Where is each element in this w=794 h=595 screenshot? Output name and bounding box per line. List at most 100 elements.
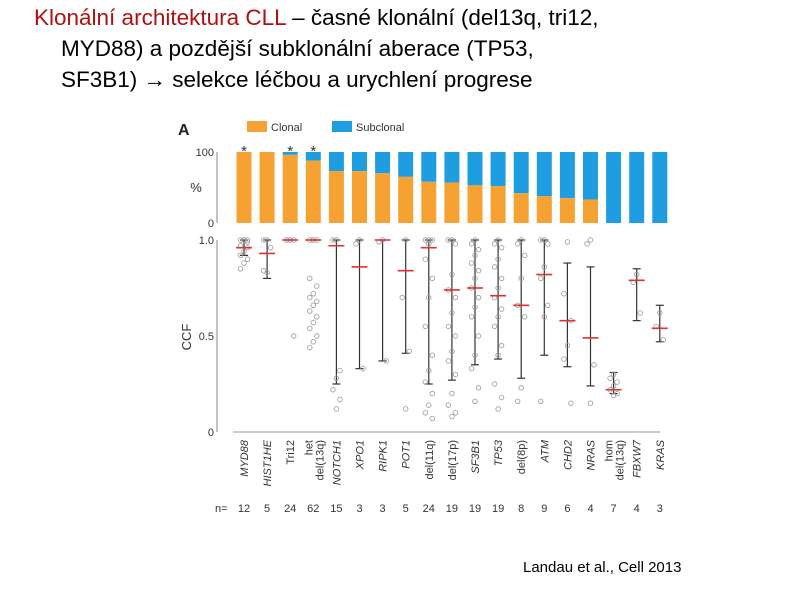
ccf-point — [498, 342, 505, 349]
ccf-point — [498, 394, 505, 401]
ccf-point — [538, 237, 544, 243]
ccf-point — [310, 302, 316, 308]
bar-clonal — [559, 198, 575, 223]
bar-subclonal — [606, 152, 622, 223]
n-count: 19 — [469, 503, 481, 515]
ccf-point — [495, 406, 501, 412]
ccf-point — [237, 237, 244, 243]
ccf-point — [498, 306, 505, 312]
ccf-point — [333, 375, 340, 381]
category-label-part: TP53 — [493, 439, 505, 466]
ccf-point — [241, 260, 247, 266]
ccf-point — [307, 325, 313, 332]
ccf-point — [449, 348, 455, 355]
bar-clonal — [236, 152, 252, 223]
ccf-y-tick: 1.0 — [199, 235, 214, 247]
ccf-point — [267, 244, 274, 251]
ccf-point — [561, 291, 567, 297]
category-label-part: MYD88 — [239, 439, 251, 477]
ccf-point — [452, 410, 459, 416]
ccf-point — [337, 367, 343, 374]
ccf-point — [472, 275, 478, 282]
ccf-point — [610, 383, 617, 389]
ccf-point — [449, 237, 455, 243]
bar-clonal — [259, 152, 275, 223]
ccf-point — [472, 352, 478, 358]
category-label-part: NRAS — [586, 439, 598, 470]
ccf-point — [564, 342, 571, 349]
significance-star: * — [241, 143, 247, 160]
ccf-point — [614, 379, 620, 385]
bar-subclonal — [328, 152, 344, 172]
n-count: 4 — [587, 503, 593, 515]
ccf-point — [495, 314, 501, 320]
ccf-point — [584, 241, 590, 247]
ccf-point — [591, 362, 597, 368]
ccf-point — [472, 304, 478, 310]
ccf-point — [330, 237, 336, 243]
ccf-y-tick: 0.5 — [199, 331, 214, 343]
ccf-point — [468, 365, 475, 372]
ccf-point — [541, 237, 547, 243]
n-count: 3 — [356, 503, 362, 515]
ccf-point — [607, 375, 613, 381]
n-count: 6 — [564, 503, 570, 515]
ccf-point — [307, 275, 313, 282]
category-label: POT1 — [401, 440, 413, 469]
category-label: del(11q) — [424, 440, 436, 480]
category-label: del(8p) — [516, 440, 528, 474]
n-count: 3 — [657, 503, 663, 515]
ccf-point — [518, 385, 524, 391]
category-label-part: NOTCH1 — [331, 440, 343, 485]
ccf-point — [495, 256, 501, 262]
title-highlight: Klonální architektura CLL — [34, 5, 286, 30]
arrow-icon: → — [143, 67, 167, 92]
bar-subclonal — [652, 152, 668, 223]
bar-subclonal — [629, 152, 645, 223]
ccf-point — [498, 275, 505, 282]
title-line-3: SF3B1) → selekce léčbou a urychlení prog… — [34, 64, 774, 95]
bar-subclonal — [559, 152, 575, 199]
ccf-point — [422, 410, 428, 416]
bar-subclonal — [398, 152, 414, 177]
ccf-point — [538, 398, 544, 404]
ccf-point — [610, 371, 617, 378]
category-label: ATM — [539, 439, 551, 463]
bar-clonal — [444, 182, 460, 223]
category-label-part: Tri12 — [285, 440, 297, 465]
n-count: 15 — [330, 503, 342, 515]
ccf-point — [515, 241, 521, 247]
ccf-point — [260, 268, 267, 274]
bar-clonal — [536, 196, 552, 223]
ccf-point — [568, 400, 574, 406]
ccf-point — [403, 406, 409, 412]
ccf-point — [475, 246, 482, 253]
ccf-point — [518, 275, 524, 282]
ccf-point — [310, 291, 316, 297]
ccf-point — [237, 252, 244, 259]
n-count: 19 — [446, 503, 458, 515]
bar-subclonal — [536, 152, 552, 197]
ccf-point — [634, 271, 640, 278]
ccf-point — [541, 264, 547, 270]
ccf-point — [449, 310, 455, 316]
ccf-point — [429, 352, 435, 358]
ccf-point — [403, 237, 409, 243]
ccf-point — [333, 237, 340, 243]
category-label: NRAS — [586, 439, 598, 470]
category-label-part: POT1 — [401, 440, 413, 469]
legend-label-clonal: Clonal — [271, 122, 302, 134]
category-label: SF3B1 — [470, 440, 482, 474]
bar-y-label: % — [190, 180, 202, 195]
ccf-point — [475, 268, 482, 274]
n-count: 7 — [611, 503, 617, 515]
ccf-point — [610, 392, 617, 399]
bar-y-tick: 100 — [196, 147, 214, 159]
category-label-part: ATM — [539, 439, 551, 463]
category-label: RIPK1 — [378, 440, 390, 472]
bar-subclonal — [282, 152, 298, 155]
category-label: MYD88 — [239, 439, 251, 477]
n-count: 3 — [380, 503, 386, 515]
ccf-point — [637, 310, 643, 316]
